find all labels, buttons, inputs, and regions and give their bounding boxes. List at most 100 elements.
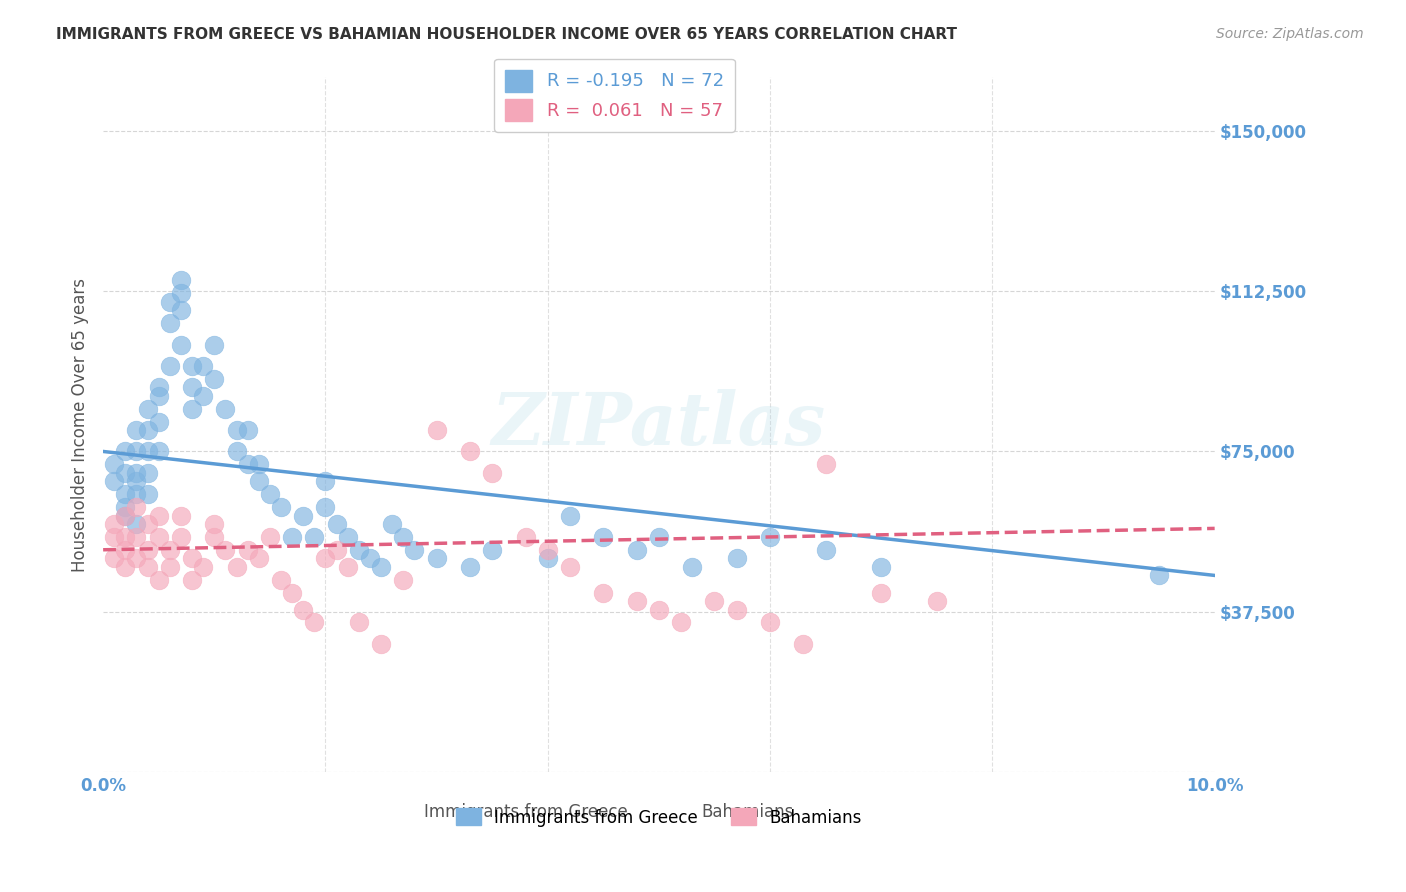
Point bbox=[125, 551, 148, 566]
Point bbox=[148, 530, 170, 544]
Point bbox=[703, 594, 725, 608]
Point bbox=[626, 594, 648, 608]
Point bbox=[304, 530, 326, 544]
Point bbox=[592, 585, 614, 599]
Point bbox=[159, 316, 181, 330]
Point bbox=[515, 530, 537, 544]
Text: Source: ZipAtlas.com: Source: ZipAtlas.com bbox=[1216, 27, 1364, 41]
Point bbox=[114, 466, 136, 480]
Point bbox=[170, 286, 193, 301]
Point bbox=[458, 560, 481, 574]
Point bbox=[392, 573, 415, 587]
Point bbox=[159, 359, 181, 373]
Point bbox=[225, 444, 247, 458]
Point bbox=[148, 380, 170, 394]
Point bbox=[136, 487, 159, 501]
Point bbox=[681, 560, 703, 574]
Point bbox=[325, 542, 347, 557]
Point bbox=[336, 530, 359, 544]
Point bbox=[404, 542, 426, 557]
Point bbox=[136, 401, 159, 416]
Point bbox=[648, 530, 671, 544]
Point bbox=[125, 423, 148, 437]
Point bbox=[558, 508, 581, 523]
Point bbox=[648, 602, 671, 616]
Point bbox=[114, 444, 136, 458]
Point bbox=[359, 551, 381, 566]
Point bbox=[792, 637, 814, 651]
Point bbox=[325, 517, 347, 532]
Point bbox=[170, 508, 193, 523]
Legend: Immigrants from Greece, Bahamians: Immigrants from Greece, Bahamians bbox=[449, 802, 869, 833]
Point bbox=[136, 560, 159, 574]
Point bbox=[236, 423, 259, 437]
Point bbox=[191, 560, 214, 574]
Point bbox=[292, 602, 315, 616]
Point bbox=[725, 602, 748, 616]
Point bbox=[247, 457, 270, 471]
Point bbox=[148, 389, 170, 403]
Point bbox=[159, 542, 181, 557]
Point bbox=[103, 457, 125, 471]
Point bbox=[125, 466, 148, 480]
Point bbox=[148, 444, 170, 458]
Point bbox=[481, 542, 503, 557]
Point bbox=[759, 530, 782, 544]
Point bbox=[114, 542, 136, 557]
Point bbox=[558, 560, 581, 574]
Point bbox=[1147, 568, 1170, 582]
Point bbox=[202, 530, 225, 544]
Point bbox=[148, 415, 170, 429]
Point bbox=[370, 637, 392, 651]
Point bbox=[314, 475, 336, 489]
Point bbox=[270, 500, 292, 514]
Text: Immigrants from Greece: Immigrants from Greece bbox=[423, 803, 627, 821]
Point bbox=[392, 530, 415, 544]
Point bbox=[181, 380, 204, 394]
Point bbox=[170, 530, 193, 544]
Point bbox=[281, 530, 304, 544]
Text: Bahamians: Bahamians bbox=[702, 803, 794, 821]
Point bbox=[292, 508, 315, 523]
Point bbox=[336, 560, 359, 574]
Point bbox=[181, 401, 204, 416]
Point bbox=[458, 444, 481, 458]
Point bbox=[304, 615, 326, 630]
Point bbox=[236, 457, 259, 471]
Point bbox=[202, 337, 225, 351]
Point bbox=[114, 500, 136, 514]
Point bbox=[181, 551, 204, 566]
Point bbox=[159, 560, 181, 574]
Point bbox=[814, 542, 837, 557]
Point bbox=[114, 508, 136, 523]
Point bbox=[259, 530, 281, 544]
Point bbox=[103, 517, 125, 532]
Point bbox=[247, 551, 270, 566]
Point bbox=[181, 359, 204, 373]
Point bbox=[347, 542, 370, 557]
Point bbox=[225, 560, 247, 574]
Point bbox=[314, 500, 336, 514]
Point bbox=[481, 466, 503, 480]
Point bbox=[259, 487, 281, 501]
Point bbox=[202, 517, 225, 532]
Point bbox=[191, 359, 214, 373]
Point bbox=[136, 466, 159, 480]
Point bbox=[381, 517, 404, 532]
Point bbox=[191, 389, 214, 403]
Point bbox=[214, 401, 236, 416]
Point bbox=[626, 542, 648, 557]
Point bbox=[202, 372, 225, 386]
Point bbox=[170, 303, 193, 318]
Point bbox=[125, 500, 148, 514]
Point bbox=[125, 475, 148, 489]
Point bbox=[592, 530, 614, 544]
Point bbox=[426, 423, 449, 437]
Point bbox=[103, 530, 125, 544]
Point bbox=[114, 487, 136, 501]
Point bbox=[114, 508, 136, 523]
Point bbox=[370, 560, 392, 574]
Point bbox=[247, 475, 270, 489]
Point bbox=[270, 573, 292, 587]
Point bbox=[136, 542, 159, 557]
